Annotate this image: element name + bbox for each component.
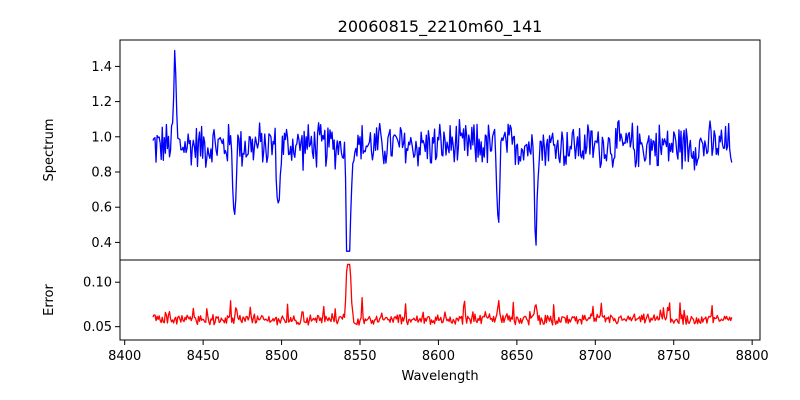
y-tick-label: 0.6 [91,201,112,216]
x-tick-label: 8500 [265,349,298,364]
x-tick-label: 8750 [657,349,690,364]
x-axis-label: Wavelength [401,369,478,384]
spectrum-y-axis-label: Spectrum [42,119,57,182]
error-y-axis-label: Error [42,284,57,316]
x-tick-label: 8650 [500,349,533,364]
y-tick-label: 1.2 [91,95,112,110]
error-y-ticks: 0.05 0.10 [83,276,120,335]
x-axis-ticks: 8400 8450 8500 8550 8600 8650 8700 8750 8800 [108,340,769,364]
y-tick-label: 0.10 [83,276,112,291]
x-tick-label: 8800 [736,349,769,364]
chart-title: 20060815_2210m60_141 [338,17,543,37]
y-tick-label: 0.8 [91,166,112,181]
error-series [152,263,733,326]
y-tick-label: 0.4 [91,236,112,251]
x-tick-label: 8450 [187,349,220,364]
spectrum-panel: 0.4 0.6 0.8 1.0 1.2 1.4 Spectrum [42,39,761,261]
error-line [152,263,733,326]
y-tick-label: 1.0 [91,130,112,145]
error-axes-frame [119,259,761,341]
y-tick-label: 1.4 [91,60,112,75]
y-tick-label: 0.05 [83,320,112,335]
error-panel: 0.05 0.10 8400 8450 8500 8550 8600 8650 8700 875… [42,259,769,384]
x-tick-label: 8600 [422,349,455,364]
spectrum-line [152,49,733,252]
spectrum-series [152,49,733,252]
x-tick-label: 8550 [343,349,376,364]
x-tick-label: 8400 [108,349,141,364]
x-tick-label: 8700 [579,349,612,364]
spectrum-y-ticks: 0.4 0.6 0.8 1.0 1.2 1.4 [91,60,120,251]
